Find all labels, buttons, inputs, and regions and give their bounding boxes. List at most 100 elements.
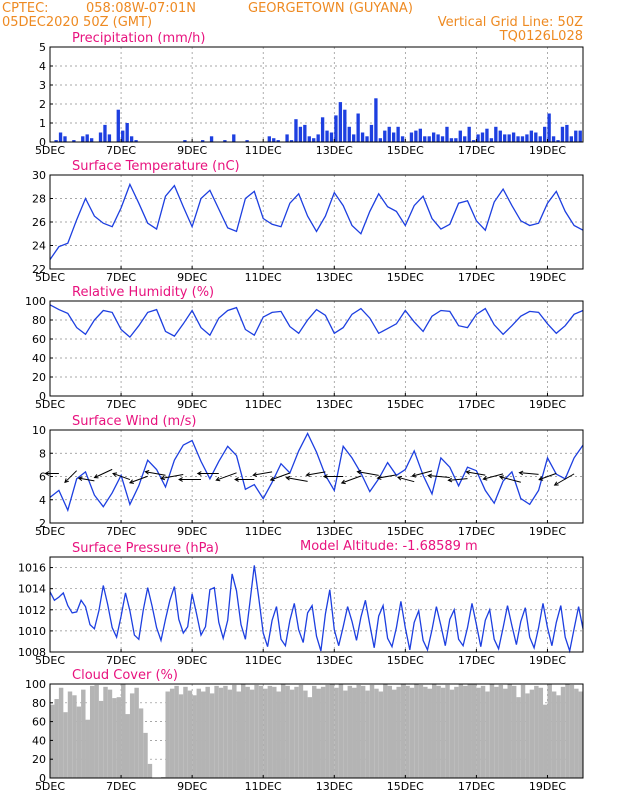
cloud-bar [89,685,95,778]
cloud-bar [578,691,583,778]
wind-vector [160,474,184,481]
cloud-bar [125,714,130,778]
precipitation-bar [209,136,214,142]
wind-vector [128,475,148,484]
precipitation-xtick-label: 9DEC [177,144,207,157]
panel-wind: 2 4 6 8 10 5DEC 7DEC 9DEC 11DEC 13DEC 15DEC 17DEC 19… [32,414,584,538]
cloud-bar [249,689,255,778]
temperature-xtick-label: 9DEC [177,271,207,284]
cloud-bar [556,695,561,778]
wind-vector [396,475,415,483]
cloud-bar [129,693,135,778]
precipitation-ytick-label: 2 [39,98,46,111]
cloud-bar [214,685,219,778]
wind-vector [553,473,575,486]
header: CPTEC: 058:08W-07:01N GEORGETOWN (GUYANA… [2,1,583,44]
wind-vector-shaft [112,472,131,481]
wind-vector [498,475,521,483]
cloud-bar [63,712,68,778]
humidity-ytick-label: 40 [32,352,46,365]
humidity-ytick-label: 0 [39,390,46,403]
cloud-bar [454,686,459,778]
pressure-xtick-label: 9DEC [177,654,207,667]
precipitation-bar [525,134,529,142]
panel-temperature: 22 24 26 28 30 5DEC 7DEC 9DEC 11DEC 13DEC 15DEC 17D… [32,159,584,284]
precipitation-bar [276,140,280,142]
precipitation-bar [365,136,369,142]
header-run-time: 05DEC2020 50Z (GMT) [2,15,152,30]
wind-vector-head [252,472,258,477]
precipitation-bar [272,138,276,142]
cloud-bar [476,687,481,778]
pressure-frame [49,556,584,653]
cloud-ytick-label: 0 [39,772,46,785]
precipitation-ytick-label: 5 [39,41,46,54]
wind-vector-shaft [78,477,95,482]
precipitation-xtick-label: 5DEC [35,144,65,157]
wind-vector [285,475,308,482]
wind-vector-head [340,479,346,485]
wind-vector-head [356,469,362,475]
cloud-bar [471,684,477,778]
wind-vector-shaft [64,470,78,483]
precipitation-bar [400,136,405,142]
wind-vector [196,471,219,476]
cloud-bar [267,685,273,778]
cloud-bar [85,719,90,778]
precipitation-bar [449,138,454,142]
cloud-bar [258,685,264,778]
temperature-xtick-label: 17DEC [458,271,495,284]
wind-vector-shaft [161,474,184,479]
cloud-bar [347,685,353,778]
cloud-bar [405,685,410,778]
cloud-bar [356,684,361,778]
wind-xtick-label: 19DEC [529,525,566,538]
cloud-bar [440,687,446,778]
wind-xtick-label: 7DEC [106,525,136,538]
cloud-bar [525,693,530,778]
precipitation-bar [387,126,391,142]
wind-vector-head [427,473,433,479]
temperature-xtick-label: 15DEC [387,271,424,284]
cloud-bar [498,684,504,778]
humidity-line [49,304,584,339]
title-precipitation: Precipitation (mm/h) [72,31,205,46]
cloud-bar [396,686,401,778]
precipitation-bar [498,130,502,142]
precipitation-bar [267,136,271,142]
cloud-bar [183,686,188,778]
precipitation-xtick-label: 19DEC [529,144,566,157]
wind-vector-head [215,476,221,482]
cloud-bar [174,685,179,778]
cloud-bar [196,688,202,778]
wind-vector-head [538,476,544,481]
precipitation-bar [54,140,58,142]
wind-vector-head [498,475,504,480]
wind-vector [234,477,255,482]
cloud-bar [236,691,241,778]
wind-vector-shaft [253,471,273,476]
precipitation-bar [445,126,449,142]
wind-vector [77,476,95,482]
wind-vector-shaft [341,475,362,484]
precipitation-bar [516,136,520,142]
precipitation-bar [134,140,138,142]
cloud-bar [187,690,193,778]
cloud-bar [58,687,64,778]
precipitation-bar [467,126,471,142]
precipitation-bar [232,134,236,142]
precipitation-bar [431,132,436,142]
cloud-xtick-label: 17DEC [458,780,495,793]
wind-vector-head [93,474,99,479]
wind-vector-shaft [554,473,575,486]
precipitation-bar [360,132,365,142]
humidity-xtick-label: 17DEC [458,398,495,411]
wind-xtick-label: 13DEC [316,525,353,538]
precipitation-bar [183,140,187,142]
wind-vector-head [64,478,69,484]
cloud-bar [147,763,153,778]
pressure-xtick-label: 19DEC [529,654,566,667]
precipitation-bar [494,126,498,142]
cloud-bar [107,689,113,778]
precipitation-bar [534,132,538,142]
